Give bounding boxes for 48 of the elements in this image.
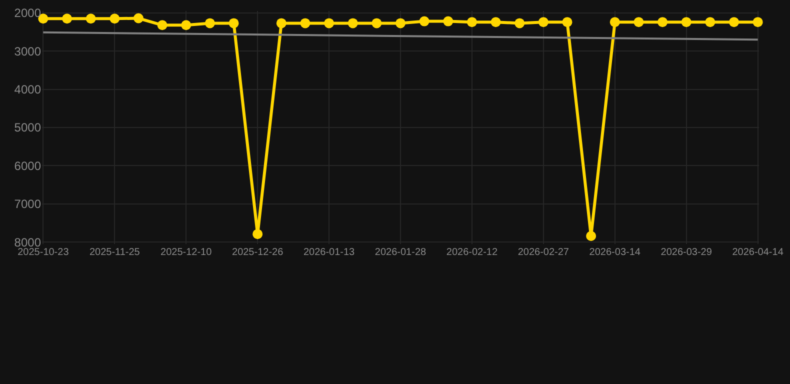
x-tick-label: 2026-02-12 xyxy=(446,247,498,258)
point xyxy=(705,17,716,28)
x-tick-label: 2025-12-10 xyxy=(160,247,212,258)
point xyxy=(157,20,168,30)
point xyxy=(634,17,644,28)
point xyxy=(538,17,548,28)
x-tick-label: 2026-01-28 xyxy=(374,247,427,258)
point xyxy=(372,18,382,28)
y-tick-label: 3000 xyxy=(14,44,42,58)
point xyxy=(490,17,501,28)
point xyxy=(419,16,430,26)
point xyxy=(514,18,525,28)
point xyxy=(728,17,739,28)
point xyxy=(466,17,477,28)
point xyxy=(752,17,763,28)
point xyxy=(86,14,96,24)
y-tick-label: 2000 xyxy=(14,6,42,20)
y-tick-label: 5000 xyxy=(14,120,42,135)
point xyxy=(276,18,286,28)
point xyxy=(562,17,572,28)
point xyxy=(396,18,406,28)
point xyxy=(610,17,620,28)
point xyxy=(62,14,72,24)
x-tick-label: 2025-11-25 xyxy=(89,247,140,258)
y-tick-label: 4000 xyxy=(14,82,42,96)
point xyxy=(133,13,144,24)
x-tick-label: 2026-02-27 xyxy=(518,247,570,258)
x-tick-label: 2025-10-23 xyxy=(18,247,70,258)
point xyxy=(110,14,120,24)
y-tick-label: 7000 xyxy=(14,197,42,212)
y-tick-label: 8000 xyxy=(14,235,42,250)
point xyxy=(443,16,454,26)
x-tick-label: 2026-01-13 xyxy=(303,247,356,258)
point xyxy=(181,20,192,30)
point xyxy=(252,229,263,240)
x-tick-label: 2026-03-14 xyxy=(589,247,641,258)
point xyxy=(204,18,215,28)
point xyxy=(324,18,334,28)
point xyxy=(228,18,239,28)
y-tick-label: 6000 xyxy=(14,158,42,173)
point xyxy=(658,17,668,28)
x-tick-label: 2026-04-14 xyxy=(732,247,784,258)
point xyxy=(300,18,310,28)
point xyxy=(348,18,358,28)
point xyxy=(681,17,692,28)
x-tick-label: 2026-03-29 xyxy=(660,247,712,258)
x-tick-label: 2025-12-26 xyxy=(232,247,284,258)
point xyxy=(586,230,596,241)
